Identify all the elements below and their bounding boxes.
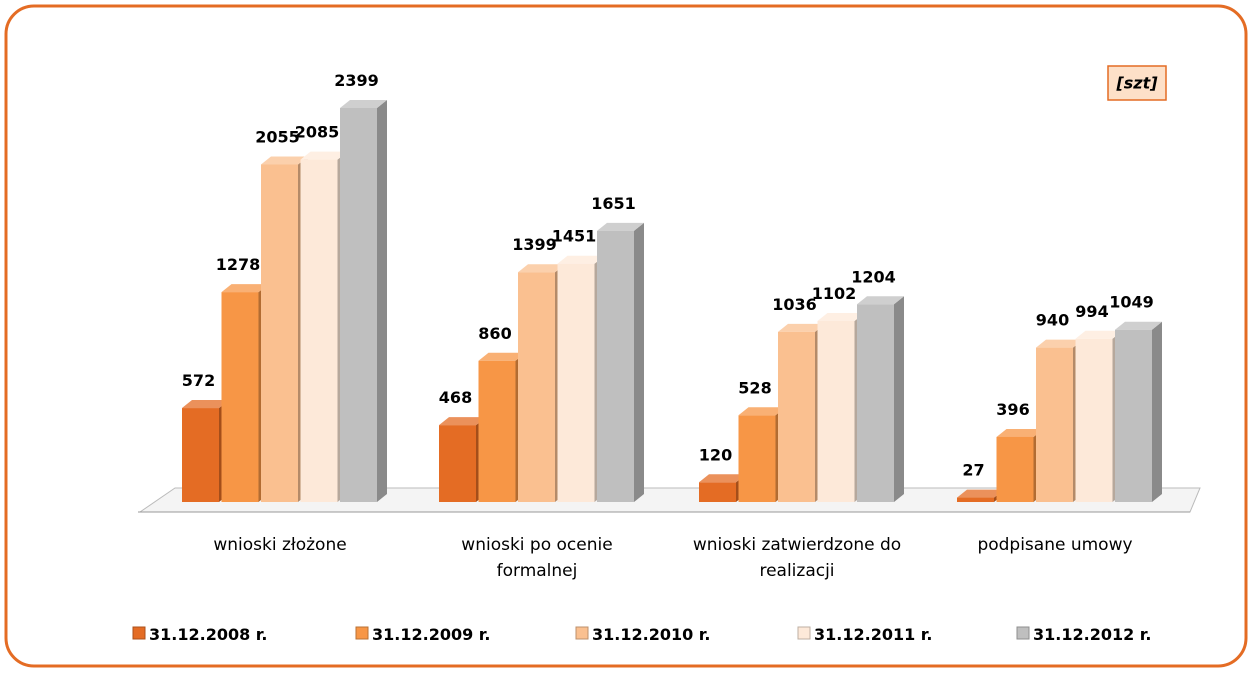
legend-swatch (355, 626, 369, 640)
bar-side (634, 222, 644, 503)
bar-top (957, 489, 1004, 498)
bar-top (439, 417, 486, 426)
data-label: 468 (439, 388, 472, 407)
bar-top (857, 296, 904, 305)
bar-top (261, 156, 308, 165)
data-label: 1049 (1109, 293, 1154, 312)
annotation-box (1107, 65, 1167, 101)
data-label: 2399 (334, 71, 379, 90)
bar-top (182, 400, 229, 409)
bar-top (738, 407, 786, 416)
bar-top (557, 255, 605, 264)
bar-top (597, 222, 644, 231)
bar-top (300, 151, 348, 160)
bar (738, 415, 776, 502)
bar (699, 482, 736, 502)
legend-swatch (797, 626, 811, 640)
data-label: 940 (1036, 311, 1069, 330)
bar (996, 436, 1034, 502)
bar (182, 408, 219, 502)
bar-top (1036, 339, 1083, 348)
bar (597, 230, 634, 503)
bar (557, 263, 595, 502)
bar (439, 425, 476, 502)
x-tick-label: wnioski po ocenie formalnej (461, 535, 613, 581)
bar (518, 272, 555, 502)
data-label: 2085 (295, 123, 340, 142)
bar (857, 304, 894, 502)
data-label: 27 (962, 461, 984, 480)
bar-top (478, 352, 526, 361)
bar-top (1075, 330, 1123, 339)
bar (778, 331, 815, 502)
legend-label: 31.12.2011 r. (814, 625, 932, 644)
bar (1036, 347, 1073, 502)
bar-top (221, 284, 269, 293)
data-label: 1036 (772, 295, 817, 314)
bar-top (1115, 321, 1162, 330)
legend-swatch (132, 626, 146, 640)
bar (221, 292, 259, 502)
bar-side (1152, 321, 1162, 502)
bar (817, 321, 855, 502)
legend-label: 31.12.2012 r. (1033, 625, 1151, 644)
data-label: 396 (996, 400, 1029, 419)
data-label: 1399 (512, 235, 557, 254)
x-tick-label: wnioski zatwierdzone do realizacji (692, 535, 902, 581)
bar (340, 108, 377, 502)
data-label: 1102 (812, 284, 857, 303)
data-label: 1651 (591, 194, 636, 213)
bar-top (817, 313, 865, 322)
x-tick-label: wnioski złożone (213, 535, 347, 555)
bar-top (699, 474, 746, 483)
bar (478, 360, 516, 502)
bar-top (996, 428, 1044, 437)
data-label: 120 (699, 445, 732, 464)
x-tick-label: podpisane umowy (977, 535, 1133, 555)
bar (957, 497, 994, 502)
legend-swatch (1016, 626, 1030, 640)
bar (1075, 338, 1113, 502)
legend-label: 31.12.2010 r. (592, 625, 710, 644)
annotation: [szt] (1115, 74, 1158, 93)
data-label: 2055 (255, 127, 300, 146)
legend-label: 31.12.2009 r. (372, 625, 490, 644)
bar-top (340, 100, 387, 108)
data-label: 1204 (851, 267, 896, 286)
legend-label: 31.12.2008 r. (149, 625, 267, 644)
bar-top (518, 264, 565, 273)
data-label: 860 (478, 324, 511, 343)
bar (300, 159, 338, 502)
bar-top (778, 323, 825, 332)
data-label: 528 (738, 378, 771, 397)
data-label: 994 (1075, 302, 1108, 321)
data-label: 1278 (216, 255, 261, 274)
bar (261, 164, 298, 502)
bar-side (894, 296, 904, 502)
bar (1115, 329, 1152, 502)
data-label: 1451 (552, 227, 597, 246)
bar-side (377, 100, 387, 502)
legend-swatch (575, 626, 589, 640)
data-label: 572 (182, 371, 215, 390)
